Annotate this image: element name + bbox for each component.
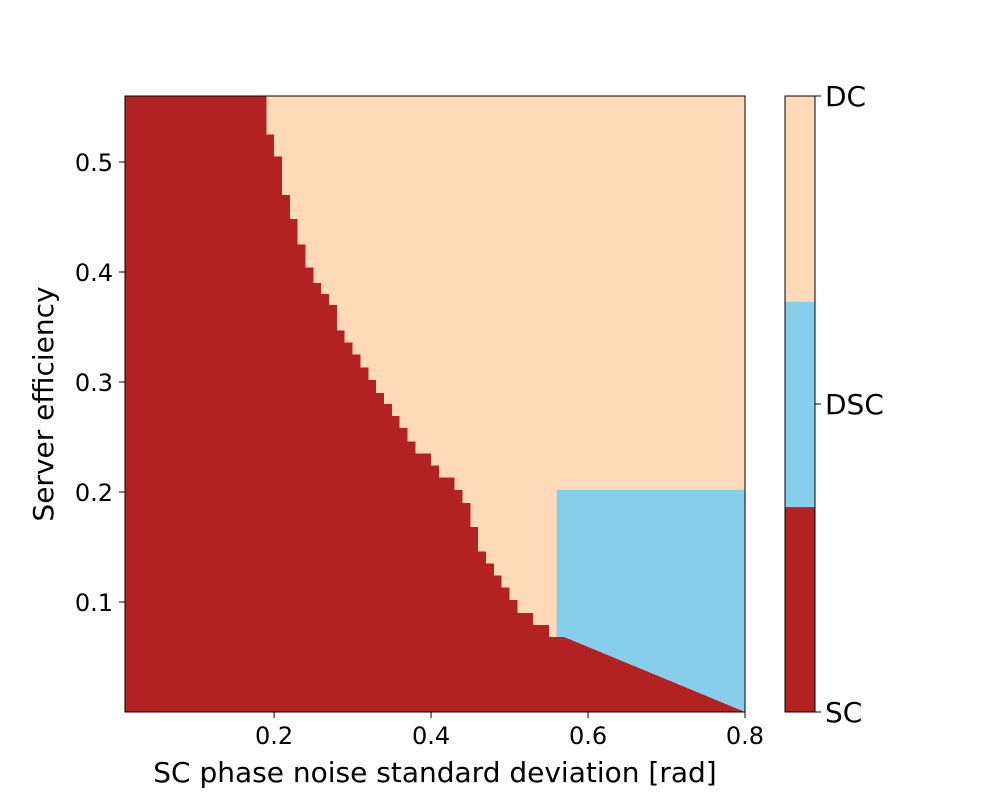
x-tick-label: 0.6 [569, 722, 607, 750]
y-tick-label: 0.1 [75, 589, 113, 617]
plot-area [124, 95, 746, 713]
colorbar-tick-label: DC [825, 80, 866, 113]
x-tick-label: 0.8 [726, 722, 764, 750]
colorbar-segment-sc [785, 506, 815, 713]
colorbar-segment-dc [785, 96, 815, 302]
y-tick-label: 0.4 [75, 259, 113, 287]
y-axis: 0.1 0.2 0.3 0.4 0.5 [75, 149, 125, 617]
y-tick-label: 0.5 [75, 149, 113, 177]
colorbar-tick-label: SC [825, 696, 862, 729]
x-axis: 0.2 0.4 0.6 0.8 [255, 712, 764, 750]
colorbar-segment-dsc [785, 301, 815, 508]
x-axis-label: SC phase noise standard deviation [rad] [153, 756, 716, 789]
colorbar-tick-label: DSC [825, 388, 884, 421]
x-tick-label: 0.4 [412, 722, 450, 750]
y-axis-label: Server efficiency [27, 286, 60, 521]
sc-region [125, 96, 745, 712]
y-tick-label: 0.2 [75, 479, 113, 507]
y-tick-label: 0.3 [75, 369, 113, 397]
plot-frame [124, 95, 746, 713]
x-tick-label: 0.2 [255, 722, 293, 750]
colorbar: SC DSC DC [784, 80, 884, 729]
